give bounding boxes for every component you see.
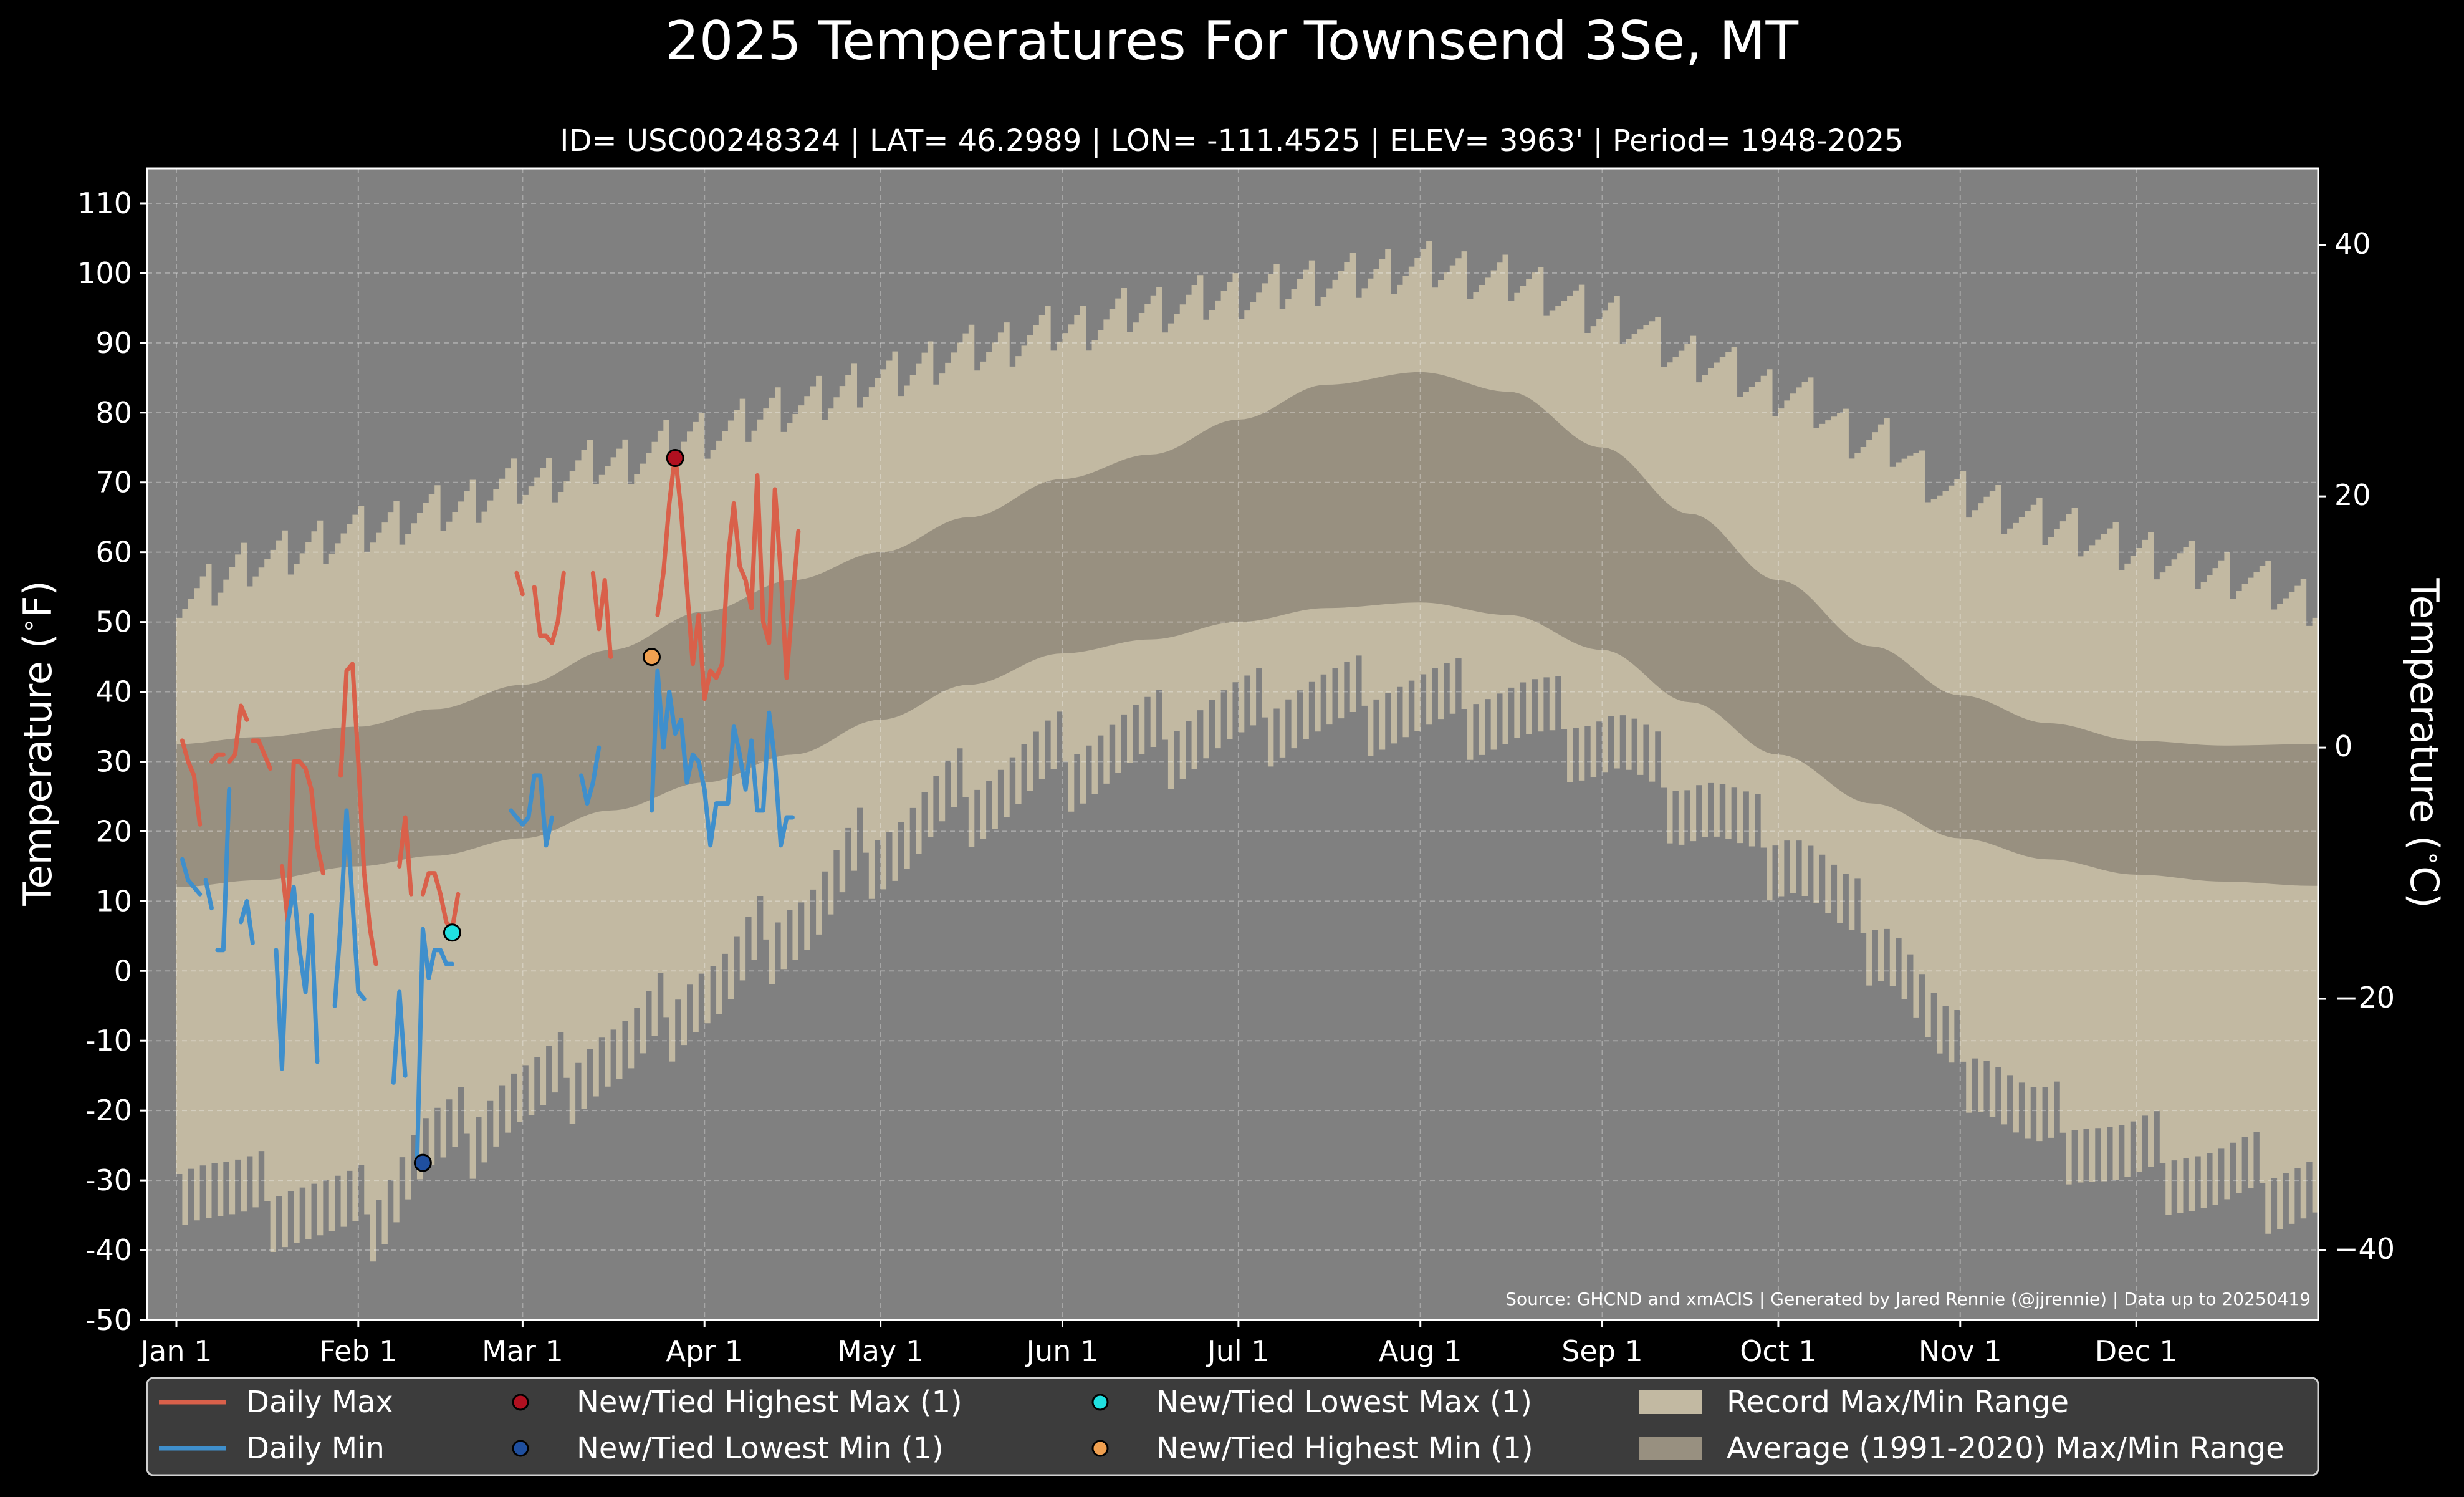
x-tick-label: Aug 1: [1379, 1334, 1462, 1368]
y2-tick-label: −20: [2334, 981, 2395, 1014]
plot-area: -50 -40 -30 -20 -10 0 10 20 30 40 50 60 70 80 90 100 110…: [77, 167, 2395, 1368]
y-tick-label: 20: [95, 814, 132, 848]
legend-swatch-marker: [512, 1440, 529, 1457]
legend-label: New/Tied Highest Max (1): [577, 1385, 962, 1420]
y-tick-label: 100: [77, 256, 132, 290]
y-tick-label: 60: [95, 536, 132, 569]
gridlines: [147, 168, 2318, 1321]
daily-min-line: [274, 885, 320, 1071]
y-tick-label: 10: [95, 884, 132, 918]
y-tick-label: 70: [95, 466, 132, 499]
x-tick-label: Jun 1: [1025, 1334, 1099, 1368]
y-tick-label: 110: [77, 186, 132, 220]
legend-label: New/Tied Lowest Max (1): [1156, 1385, 1532, 1420]
chart-title: 2025 Temperatures For Townsend 3Se, MT: [665, 10, 1798, 72]
x-tick-label: Feb 1: [319, 1334, 397, 1368]
lowest-min-marker: [413, 1153, 432, 1172]
daily-min-line: [650, 668, 795, 848]
y-tick-label: 40: [95, 675, 132, 709]
daily-min-line: [509, 773, 554, 848]
x-tick-label: May 1: [837, 1334, 924, 1368]
daily-max-line: [655, 452, 801, 701]
legend-label: New/Tied Lowest Min (1): [577, 1431, 944, 1466]
y-tick-label: 30: [95, 744, 132, 778]
y2-tick-label: 40: [2334, 227, 2371, 261]
plot-frame: [146, 167, 2319, 1321]
x-tick-label: Jan 1: [139, 1334, 213, 1368]
x-tick-label: Dec 1: [2095, 1334, 2178, 1368]
y-tick-label: -20: [85, 1094, 132, 1127]
y2-tick-label: 0: [2334, 729, 2352, 763]
daily-max-line: [338, 662, 378, 966]
x-tick-label: Mar 1: [482, 1334, 563, 1368]
legend-label: Average (1991-2020) Max/Min Range: [1727, 1431, 2284, 1466]
x-tick-label: Nov 1: [1919, 1334, 2002, 1368]
y-tick-label: 90: [95, 326, 132, 360]
y-tick-label: -10: [85, 1024, 132, 1057]
daily-max-line: [209, 752, 226, 764]
daily-max-line: [397, 815, 414, 897]
daily-min-line: [203, 878, 214, 911]
y-axis-label-right: Temperature (∘C): [2402, 577, 2448, 908]
daily-max-line: [250, 738, 273, 771]
y-tick-label: -50: [85, 1303, 132, 1337]
y2-tick-label: 20: [2334, 478, 2371, 512]
record-range-band: [176, 241, 2318, 1262]
x-tick-label: Apr 1: [666, 1334, 742, 1368]
daily-max-line: [590, 570, 613, 660]
legend-swatch-patch: [1639, 1437, 1702, 1460]
y-axis-label-left: Temperature (∘F): [14, 580, 60, 907]
y-tick-label: 50: [95, 605, 132, 639]
legend-swatch-patch: [1639, 1390, 1702, 1414]
daily-min-line: [415, 927, 454, 1169]
daily-max-line: [279, 759, 325, 925]
legend-swatch-marker: [1091, 1440, 1109, 1457]
daily-max-line: [532, 570, 566, 645]
y-tick-label: -30: [85, 1163, 132, 1197]
y-tick-label: 80: [95, 396, 132, 430]
y2-tick-label: −40: [2334, 1232, 2395, 1266]
normal-range-band: [176, 372, 2318, 887]
x-tick-label: Jul 1: [1206, 1334, 1269, 1368]
daily-min-line: [239, 898, 255, 946]
legend-label: Record Max/Min Range: [1727, 1385, 2069, 1420]
y-tick-label: -40: [85, 1233, 132, 1267]
x-tick-label: Sep 1: [1561, 1334, 1643, 1368]
y-tick-label: 0: [114, 954, 132, 988]
highest-max-marker: [666, 449, 684, 468]
legend-swatch-marker: [512, 1394, 529, 1411]
daily-max-line: [514, 570, 525, 597]
daily-min-line: [215, 787, 232, 953]
legend-box: [146, 1377, 2319, 1476]
lowest-max-marker: [443, 923, 461, 942]
highest-min-marker: [643, 648, 661, 667]
source-note: Source: GHCND and xmACIS | Generated by …: [1505, 1289, 2311, 1309]
chart-subtitle: ID= USC00248324 | LAT= 46.2989 | LON= -1…: [560, 123, 1903, 158]
daily-min-line: [391, 989, 408, 1085]
daily-max-line: [227, 703, 249, 764]
legend-label: Daily Max: [246, 1385, 393, 1420]
daily-max-line: [180, 738, 203, 827]
legend: Daily Max Daily Min New/Tied Highest Max (…: [146, 1377, 2319, 1476]
daily-min-line: [332, 808, 367, 1008]
daily-min-line: [180, 857, 203, 897]
daily-min-line: [579, 745, 602, 806]
legend-label: Daily Min: [246, 1431, 385, 1466]
x-tick-label: Oct 1: [1740, 1334, 1816, 1368]
legend-swatch-marker: [1091, 1394, 1109, 1411]
legend-label: New/Tied Highest Min (1): [1156, 1431, 1533, 1466]
